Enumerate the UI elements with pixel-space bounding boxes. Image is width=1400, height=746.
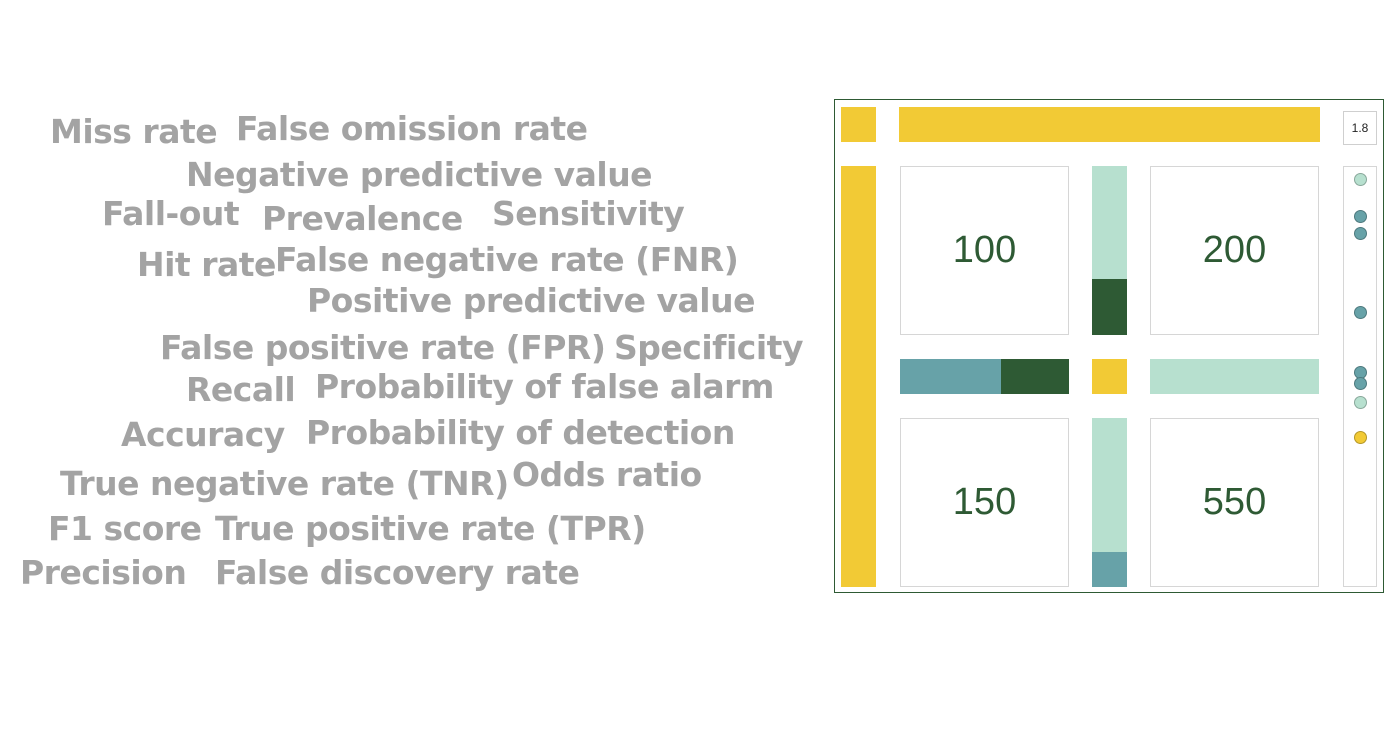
metrics-word-cloud: Miss rate False omission rate Negative p… <box>20 109 803 592</box>
cell-top-right: 200 <box>1150 166 1319 335</box>
top-left-yellow-square <box>841 107 876 142</box>
dot-track <box>1343 166 1377 587</box>
word-false-positive-rate: False positive rate (FPR) <box>160 328 606 367</box>
cell-bottom-left-value: 150 <box>952 481 1017 523</box>
upper-vertical-bar <box>1092 166 1127 335</box>
lower-vertical-bar-fill <box>1092 551 1127 587</box>
word-odds-ratio: Odds ratio <box>512 455 702 494</box>
word-false-omission-rate: False omission rate <box>236 109 588 148</box>
dot <box>1354 377 1367 390</box>
word-probability-of-detection: Probability of detection <box>306 413 735 452</box>
confusion-matrix-panel: 1.8 100 200 150 550 <box>834 99 1384 593</box>
word-accuracy: Accuracy <box>121 415 285 454</box>
dot <box>1354 173 1367 186</box>
word-sensitivity: Sensitivity <box>492 194 685 233</box>
dot <box>1354 396 1367 409</box>
left-horizontal-bar-fill <box>1001 359 1069 394</box>
dot <box>1354 210 1367 223</box>
dot <box>1354 227 1367 240</box>
cell-bottom-left: 150 <box>900 418 1069 587</box>
odds-ratio-box: 1.8 <box>1343 111 1377 145</box>
top-horizontal-bar <box>899 107 1320 142</box>
word-precision: Precision <box>20 553 187 592</box>
center-square <box>1092 359 1127 394</box>
odds-ratio-value: 1.8 <box>1351 121 1369 135</box>
word-f1-score: F1 score <box>48 509 202 548</box>
cell-top-right-value: 200 <box>1202 229 1267 271</box>
word-fall-out: Fall-out <box>102 194 240 233</box>
dot <box>1354 431 1367 444</box>
dot <box>1354 306 1367 319</box>
word-miss-rate: Miss rate <box>50 112 218 151</box>
cell-top-left-value: 100 <box>952 229 1017 271</box>
word-probability-of-false-alarm: Probability of false alarm <box>315 367 774 406</box>
left-horizontal-bar <box>900 359 1069 394</box>
left-vertical-bar <box>841 166 876 587</box>
word-true-positive-rate: True positive rate (TPR) <box>215 509 646 548</box>
word-negative-predictive-value: Negative predictive value <box>186 155 653 194</box>
cell-top-left: 100 <box>900 166 1069 335</box>
upper-vertical-bar-fill <box>1092 279 1127 335</box>
word-false-negative-rate: False negative rate (FNR) <box>275 240 739 279</box>
word-hit-rate: Hit rate <box>137 245 276 284</box>
lower-vertical-bar <box>1092 418 1127 587</box>
cell-bottom-right: 550 <box>1150 418 1319 587</box>
cell-bottom-right-value: 550 <box>1202 481 1267 523</box>
word-specificity: Specificity <box>614 328 803 367</box>
word-recall: Recall <box>186 370 296 409</box>
right-horizontal-bar <box>1150 359 1319 394</box>
word-false-discovery-rate: False discovery rate <box>215 553 580 592</box>
word-positive-predictive-value: Positive predictive value <box>307 281 756 320</box>
word-prevalence: Prevalence <box>262 199 463 238</box>
word-true-negative-rate: True negative rate (TNR) <box>60 464 509 503</box>
